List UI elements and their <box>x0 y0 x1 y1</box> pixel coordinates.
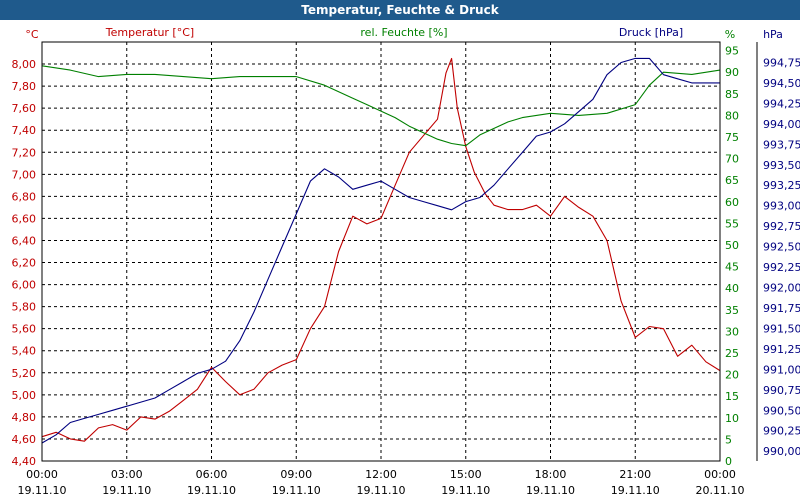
temperature-tick-label: 7,40 <box>12 124 37 137</box>
x-tick-date: 20.11.10 <box>696 484 745 497</box>
x-tick-time: 12:00 <box>365 468 397 481</box>
pressure-tick-label: 994,25 <box>763 97 800 110</box>
temperature-unit: °C <box>25 28 39 41</box>
temperature-tick-label: 7,80 <box>12 80 37 93</box>
x-tick-date: 19.11.10 <box>18 484 67 497</box>
humidity-tick-label: 90 <box>725 66 739 79</box>
humidity-tick-label: 10 <box>725 412 739 425</box>
x-tick-date: 19.11.10 <box>441 484 490 497</box>
humidity-tick-label: 50 <box>725 239 739 252</box>
humidity-tick-label: 45 <box>725 261 739 274</box>
pressure-tick-label: 993,50 <box>763 159 800 172</box>
humidity-tick-label: 30 <box>725 325 739 338</box>
temperature-tick-label: 5,00 <box>12 389 37 402</box>
humidity-tick-label: 70 <box>725 153 739 166</box>
x-tick-time: 00:00 <box>704 468 736 481</box>
pressure-axis-label: Druck [hPa] <box>619 26 683 39</box>
x-tick-time: 21:00 <box>619 468 651 481</box>
temperature-tick-label: 6,40 <box>12 234 37 247</box>
pressure-tick-label: 994,00 <box>763 118 800 131</box>
humidity-tick-label: 60 <box>725 196 739 209</box>
pressure-tick-label: 992,25 <box>763 261 800 274</box>
humidity-tick-label: 40 <box>725 282 739 295</box>
pressure-tick-label: 992,50 <box>763 241 800 254</box>
x-tick-time: 15:00 <box>450 468 482 481</box>
pressure-tick-label: 990,25 <box>763 425 800 438</box>
pressure-tick-label: 992,00 <box>763 282 800 295</box>
pressure-tick-label: 991,50 <box>763 322 800 335</box>
pressure-tick-label: 990,75 <box>763 384 800 397</box>
temperature-tick-label: 6,00 <box>12 279 37 292</box>
chart-title: Temperatur, Feuchte & Druck <box>0 0 800 20</box>
temperature-tick-label: 7,00 <box>12 168 37 181</box>
x-tick-time: 18:00 <box>535 468 567 481</box>
pressure-tick-label: 994,50 <box>763 77 800 90</box>
humidity-tick-label: 25 <box>725 347 739 360</box>
humidity-tick-label: 75 <box>725 131 739 144</box>
pressure-tick-label: 990,50 <box>763 404 800 417</box>
humidity-line <box>41 65 721 147</box>
pressure-line <box>41 57 720 444</box>
x-tick-time: 00:00 <box>26 468 58 481</box>
humidity-axis-label: rel. Feuchte [%] <box>360 26 447 39</box>
temperature-tick-label: 4,40 <box>12 455 37 468</box>
humidity-tick-label: 95 <box>725 45 739 58</box>
humidity-tick-label: 80 <box>725 109 739 122</box>
temperature-tick-label: 5,20 <box>12 367 37 380</box>
pressure-tick-label: 991,25 <box>763 343 800 356</box>
humidity-tick-label: 15 <box>725 390 739 403</box>
temperature-tick-label: 7,60 <box>12 102 37 115</box>
x-tick-date: 19.11.10 <box>357 484 406 497</box>
humidity-tick-label: 35 <box>725 304 739 317</box>
temperature-tick-label: 8,00 <box>12 58 37 71</box>
plot-border <box>41 41 721 462</box>
pressure-tick-label: 990,00 <box>763 445 800 458</box>
temperature-tick-label: 6,80 <box>12 190 37 203</box>
pressure-tick-label: 992,75 <box>763 220 800 233</box>
chart-svg: 4,40 4,60 4,80 5,00 5,20 5,40 5,60 5,80 6,00 6,20… <box>12 26 800 497</box>
temperature-tick-label: 4,60 <box>12 433 37 446</box>
x-tick-date: 19.11.10 <box>272 484 321 497</box>
temperature-tick-label: 6,20 <box>12 257 37 270</box>
x-tick-time: 03:00 <box>111 468 143 481</box>
x-tick-date: 19.11.10 <box>526 484 575 497</box>
temperature-tick-label: 5,60 <box>12 323 37 336</box>
pressure-tick-label: 991,00 <box>763 363 800 376</box>
pressure-unit: hPa <box>763 28 783 41</box>
pressure-tick-label: 991,75 <box>763 302 800 315</box>
humidity-tick-label: 55 <box>725 217 739 230</box>
pressure-tick-label: 993,75 <box>763 138 800 151</box>
humidity-unit: % <box>725 28 735 41</box>
temperature-tick-label: 5,80 <box>12 301 37 314</box>
pressure-tick-label: 993,25 <box>763 179 800 192</box>
humidity-tick-label: 65 <box>725 174 739 187</box>
x-tick-date: 19.11.10 <box>102 484 151 497</box>
temperature-tick-label: 6,60 <box>12 212 37 225</box>
temperature-tick-label: 5,40 <box>12 345 37 358</box>
humidity-tick-label: 0 <box>725 455 732 468</box>
humidity-tick-label: 5 <box>725 433 732 446</box>
temperature-axis-label: Temperatur [°C] <box>105 26 194 39</box>
temperature-tick-label: 7,20 <box>12 146 37 159</box>
x-tick-date: 19.11.10 <box>187 484 236 497</box>
humidity-tick-label: 20 <box>725 369 739 382</box>
x-tick-time: 06:00 <box>196 468 228 481</box>
pressure-tick-label: 994,75 <box>763 56 800 69</box>
temperature-line <box>41 57 721 442</box>
x-tick-time: 09:00 <box>280 468 312 481</box>
humidity-tick-label: 85 <box>725 88 739 101</box>
temperature-tick-label: 4,80 <box>12 411 37 424</box>
pressure-tick-label: 993,00 <box>763 200 800 213</box>
x-tick-date: 19.11.10 <box>611 484 660 497</box>
